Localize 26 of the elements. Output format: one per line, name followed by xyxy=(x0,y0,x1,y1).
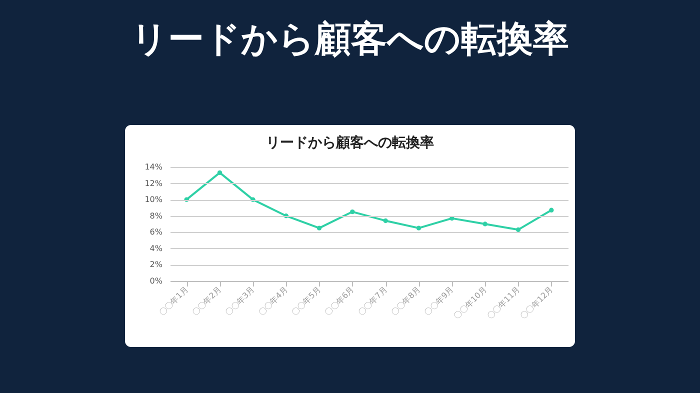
chart-subtitle: リードから顧客への転換率 xyxy=(266,134,434,151)
x-tick-label: 〇〇年3月 xyxy=(224,284,256,318)
point xyxy=(350,209,355,214)
y-tick-label: 0% xyxy=(150,276,163,286)
x-tick-label: 〇〇年7月 xyxy=(356,284,389,318)
point xyxy=(516,227,521,232)
chart-title: リードから顧客への転換率 xyxy=(131,19,569,60)
point xyxy=(549,208,554,212)
x-tick-label: 〇〇年8月 xyxy=(389,284,422,318)
point xyxy=(316,226,322,230)
x-tick-label: 〇〇年6月 xyxy=(323,284,356,318)
point xyxy=(383,218,388,224)
x-tick-label: 〇〇年2月 xyxy=(190,284,224,318)
y-tick-label: 6% xyxy=(150,228,163,237)
y-tick-label: 4% xyxy=(150,244,163,253)
point xyxy=(416,226,422,230)
x-tick-label: 〇〇年4月 xyxy=(256,284,290,318)
y-tick-label: 2% xyxy=(150,260,163,270)
y-tick-label: 10% xyxy=(144,195,163,204)
y-tick-label: 8% xyxy=(150,211,163,220)
point xyxy=(482,222,488,226)
y-tick-label: 14% xyxy=(144,162,163,172)
y-tick-label: 12% xyxy=(144,178,163,188)
x-tick-label: 〇〇年5月 xyxy=(290,284,323,318)
x-tick-label: 〇〇年1月 xyxy=(157,284,190,318)
point xyxy=(217,170,222,176)
